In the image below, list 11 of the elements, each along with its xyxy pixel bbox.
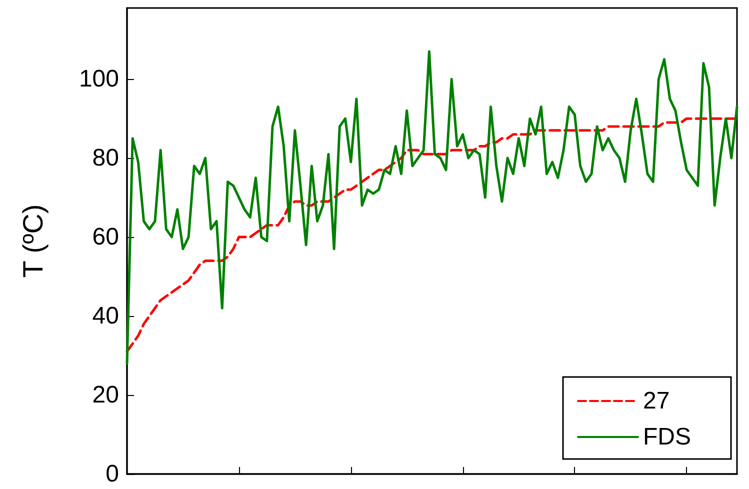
legend-label: FDS	[643, 424, 691, 450]
y-tick-label: 40	[92, 302, 119, 330]
line-series	[126, 117, 738, 353]
y-tick-label: 60	[92, 224, 119, 251]
y-axis-title: T (ºC)	[18, 204, 48, 278]
y-tick-label: 80	[92, 144, 119, 172]
y-tick-label: 20	[92, 382, 119, 409]
line-series	[126, 50, 738, 365]
legend-label: 27	[643, 388, 670, 414]
y-tick-label: 100	[78, 66, 119, 93]
y-tick-label: 0	[106, 460, 119, 488]
